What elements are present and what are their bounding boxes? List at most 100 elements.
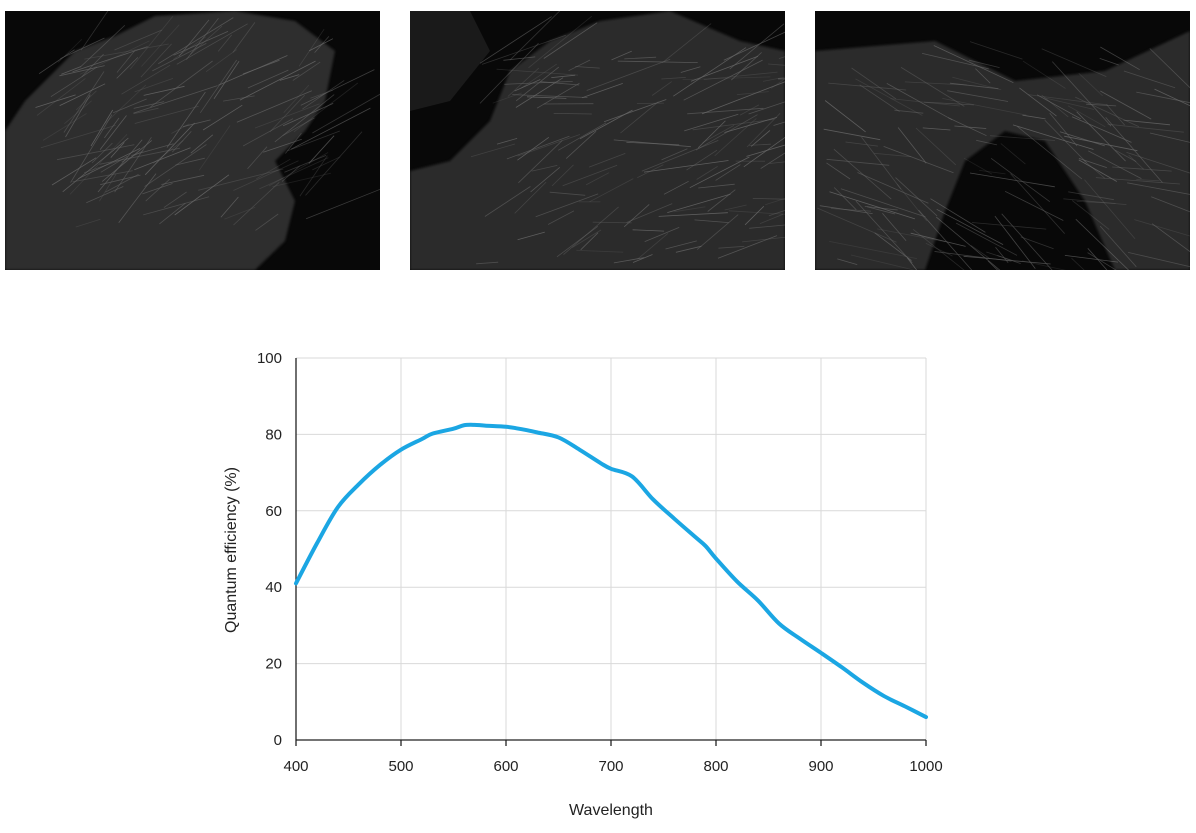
fiber bbox=[970, 245, 991, 260]
fiber bbox=[86, 186, 124, 204]
fiber bbox=[105, 173, 139, 193]
fiber bbox=[1087, 248, 1108, 270]
fiber bbox=[562, 164, 618, 187]
fiber bbox=[683, 59, 763, 101]
fiber bbox=[701, 81, 785, 115]
fiber bbox=[933, 45, 1014, 84]
micrograph-panel-2 bbox=[410, 11, 785, 270]
fiber bbox=[890, 98, 960, 107]
fiber bbox=[990, 157, 1051, 203]
fiber bbox=[514, 181, 547, 214]
fiber bbox=[613, 139, 691, 148]
fiber bbox=[1076, 111, 1126, 162]
fiber bbox=[110, 142, 125, 158]
fiber bbox=[989, 135, 1056, 141]
fiber bbox=[57, 39, 83, 63]
fiber bbox=[874, 232, 912, 261]
y-axis-label: Quantum efficiency (%) bbox=[223, 467, 240, 633]
fiber bbox=[897, 184, 928, 222]
fiber bbox=[1127, 182, 1190, 195]
x-tick-label-600: 600 bbox=[493, 758, 518, 775]
fiber bbox=[817, 207, 897, 243]
fiber bbox=[479, 16, 552, 64]
fiber bbox=[60, 37, 105, 60]
y-tick-labels: 0 20 40 60 80 100 bbox=[257, 350, 282, 749]
fiber bbox=[299, 155, 328, 197]
fiber bbox=[1001, 213, 1053, 270]
fiber bbox=[1012, 124, 1094, 150]
fiber bbox=[484, 186, 531, 217]
fiber bbox=[644, 227, 680, 242]
fiber bbox=[312, 93, 380, 134]
fiber bbox=[829, 191, 916, 220]
fiber bbox=[603, 99, 667, 123]
fiber bbox=[256, 158, 291, 180]
micrograph-panel-1 bbox=[5, 11, 380, 270]
fiber bbox=[1059, 131, 1105, 147]
fiber bbox=[1099, 58, 1119, 66]
fiber bbox=[254, 103, 320, 129]
fiber bbox=[38, 49, 75, 75]
fiber bbox=[517, 134, 581, 157]
fiber bbox=[50, 66, 98, 98]
fiber bbox=[300, 69, 375, 106]
fiber bbox=[1052, 61, 1112, 127]
fiber bbox=[1044, 119, 1087, 163]
fiber bbox=[142, 183, 173, 195]
fiber bbox=[1100, 46, 1140, 71]
fiber bbox=[968, 59, 1000, 68]
fiber bbox=[877, 228, 946, 243]
fiber bbox=[703, 71, 778, 80]
fiber bbox=[762, 76, 785, 82]
fiber bbox=[83, 159, 123, 174]
fiber bbox=[823, 128, 881, 141]
fiber bbox=[997, 255, 1021, 264]
fiber bbox=[242, 59, 280, 75]
fiber bbox=[190, 134, 214, 154]
fiber bbox=[171, 123, 190, 134]
fiber bbox=[1123, 70, 1176, 89]
fiber bbox=[75, 218, 101, 228]
fiber bbox=[185, 17, 219, 60]
fiber bbox=[859, 84, 900, 112]
fiber bbox=[223, 95, 255, 102]
fiber bbox=[568, 59, 591, 72]
fiber bbox=[504, 81, 573, 85]
fiber bbox=[114, 29, 163, 51]
fiber bbox=[308, 38, 334, 52]
fiber bbox=[565, 130, 597, 159]
fiber bbox=[936, 216, 1001, 270]
fiber bbox=[134, 147, 191, 171]
fiber bbox=[866, 206, 896, 215]
fiber bbox=[837, 258, 858, 265]
fiber bbox=[1128, 154, 1144, 170]
fiber bbox=[824, 100, 866, 133]
fiber bbox=[314, 36, 330, 53]
fiber bbox=[934, 251, 1012, 262]
fiber bbox=[263, 138, 302, 153]
fiber bbox=[925, 242, 953, 257]
fiber bbox=[906, 257, 918, 270]
fiber bbox=[80, 11, 109, 51]
fiber bbox=[626, 203, 673, 223]
fiber bbox=[65, 94, 91, 138]
fiber bbox=[963, 157, 993, 175]
fiber bbox=[173, 31, 229, 56]
fiber bbox=[830, 208, 872, 212]
fiber bbox=[986, 251, 1016, 262]
fiber bbox=[70, 114, 113, 183]
fiber bbox=[528, 15, 593, 69]
fiber bbox=[882, 213, 907, 242]
fiber bbox=[84, 43, 169, 60]
fiber bbox=[845, 141, 878, 147]
fiber bbox=[121, 150, 144, 163]
fiber bbox=[586, 58, 671, 91]
fiber bbox=[308, 135, 335, 164]
fiber bbox=[1084, 179, 1136, 239]
fiber bbox=[1151, 196, 1190, 213]
fiber bbox=[144, 122, 195, 176]
fiber bbox=[496, 138, 518, 145]
fiber bbox=[190, 25, 223, 55]
fiber bbox=[1041, 48, 1107, 77]
fiber bbox=[1078, 158, 1107, 168]
